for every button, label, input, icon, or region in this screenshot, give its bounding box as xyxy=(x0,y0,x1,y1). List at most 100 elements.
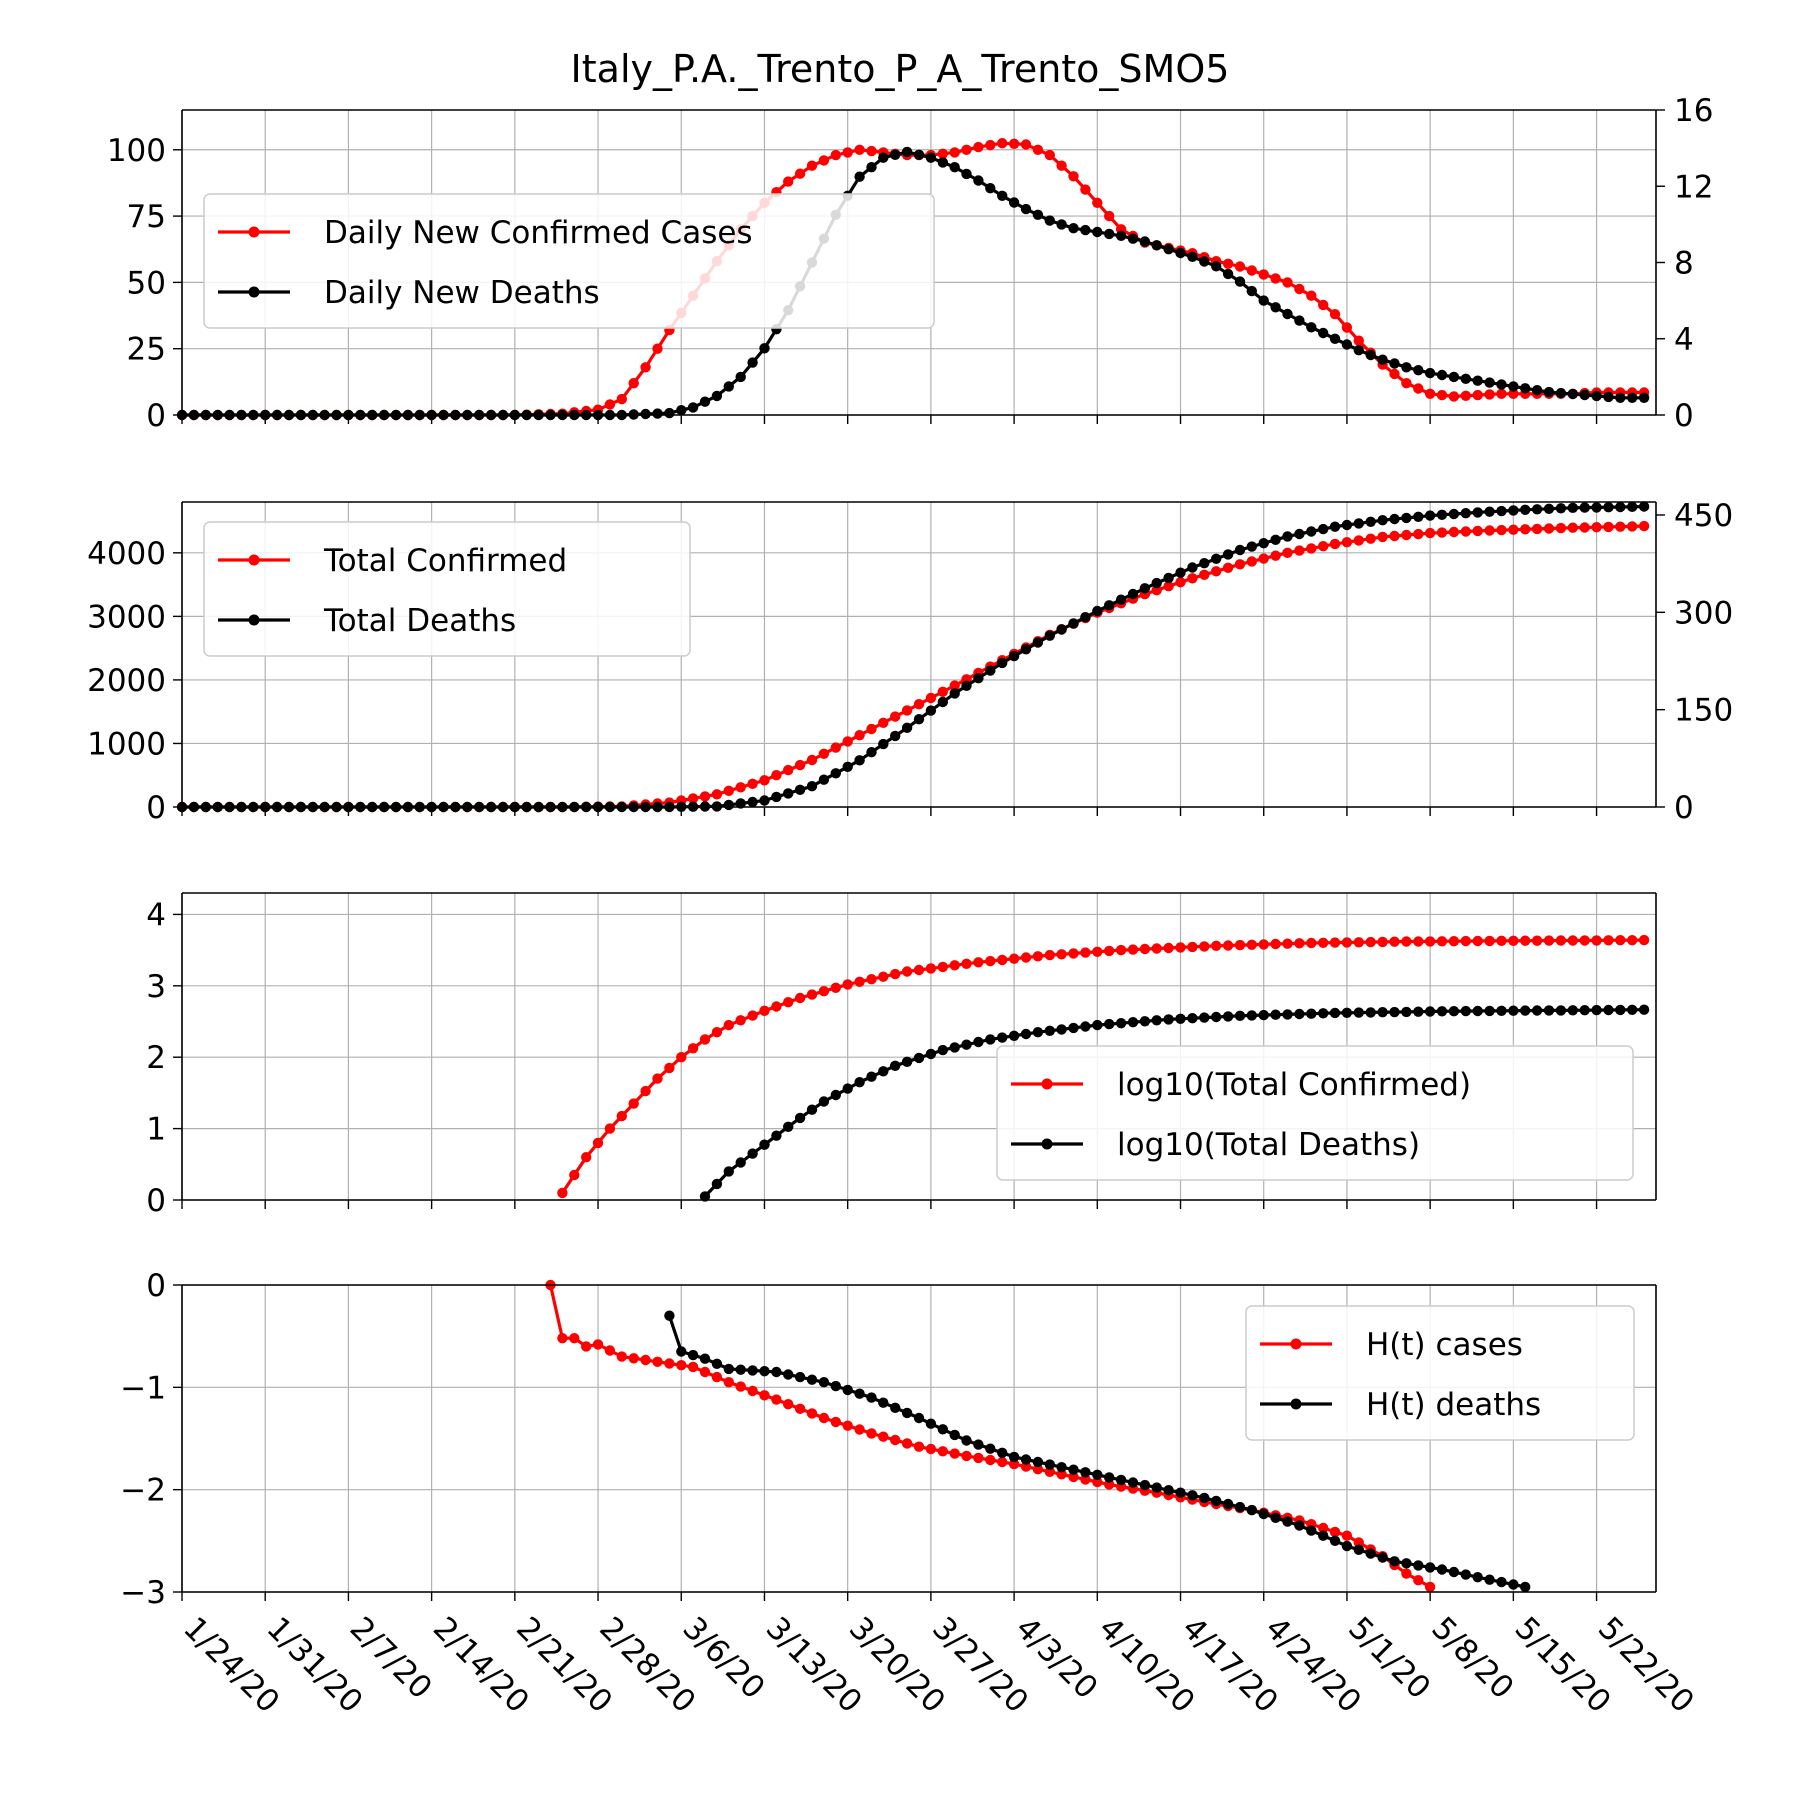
data-point xyxy=(687,1043,699,1054)
data-point xyxy=(747,796,758,808)
data-point xyxy=(1460,1569,1472,1580)
data-point xyxy=(1353,1537,1365,1548)
data-point xyxy=(759,1366,770,1377)
data-point xyxy=(1436,1564,1448,1575)
y-tick-label: 1000 xyxy=(87,726,166,762)
data-point xyxy=(1472,507,1483,518)
data-point xyxy=(1151,1015,1162,1026)
data-point xyxy=(1365,516,1376,527)
legend-label: H(t) deaths xyxy=(1366,1387,1541,1423)
data-point xyxy=(1484,377,1495,388)
data-point xyxy=(842,1420,853,1431)
data-point xyxy=(1020,1028,1032,1040)
data-point xyxy=(1056,624,1067,635)
data-point xyxy=(925,1418,937,1429)
data-point xyxy=(1222,1498,1234,1510)
data-point xyxy=(1032,1456,1044,1468)
data-point xyxy=(687,1361,699,1373)
data-point xyxy=(878,1397,889,1408)
data-point xyxy=(1306,290,1317,301)
data-point xyxy=(1555,503,1567,514)
data-point xyxy=(664,1310,675,1321)
series-log10-total-confirmed xyxy=(557,934,1650,1199)
data-point xyxy=(759,795,770,806)
data-point xyxy=(1389,936,1400,947)
data-point xyxy=(794,1403,806,1415)
data-point xyxy=(794,784,806,795)
data-point xyxy=(961,1435,972,1446)
data-point xyxy=(1115,594,1127,605)
data-point xyxy=(866,723,877,735)
data-point xyxy=(854,976,865,987)
data-point xyxy=(1424,1562,1436,1573)
data-point xyxy=(1318,327,1329,339)
data-point xyxy=(1413,511,1424,522)
data-point xyxy=(1472,1572,1483,1583)
data-point xyxy=(1413,528,1424,540)
data-point xyxy=(759,1139,770,1150)
data-point xyxy=(1318,937,1329,948)
legend-label: Daily New Deaths xyxy=(324,275,600,311)
legend-frame xyxy=(1245,1305,1635,1441)
data-point xyxy=(1401,529,1412,541)
data-point xyxy=(723,1166,734,1177)
right-y-tick-label: 16 xyxy=(1674,93,1713,129)
data-point xyxy=(1496,505,1507,517)
data-point xyxy=(1329,309,1341,320)
data-point xyxy=(783,176,794,187)
data-point xyxy=(1329,1007,1341,1019)
data-point xyxy=(1008,1030,1020,1042)
data-point xyxy=(854,1077,865,1088)
legend-swatch-marker xyxy=(1041,1138,1053,1150)
data-point xyxy=(1187,573,1198,584)
data-point xyxy=(1044,949,1056,961)
data-point xyxy=(1222,268,1234,280)
data-point xyxy=(866,974,877,985)
legend-label: H(t) cases xyxy=(1366,1327,1523,1363)
data-point xyxy=(1460,508,1472,519)
data-point xyxy=(985,665,996,676)
data-point xyxy=(1543,523,1555,534)
data-point xyxy=(1591,935,1602,946)
y-tick-label: 3 xyxy=(146,969,166,1005)
data-point xyxy=(1496,524,1507,536)
data-point xyxy=(890,149,901,160)
data-point xyxy=(1294,283,1305,295)
data-point xyxy=(1056,160,1067,171)
data-point xyxy=(1306,937,1317,949)
data-point xyxy=(913,149,925,160)
legend-frame xyxy=(996,1045,1634,1181)
data-point xyxy=(699,1191,711,1202)
data-point xyxy=(699,396,711,407)
data-point xyxy=(1496,379,1507,390)
legend-label: log10(Total Confirmed) xyxy=(1117,1067,1471,1103)
data-point xyxy=(937,157,948,168)
data-point xyxy=(1496,388,1507,399)
data-point xyxy=(1270,938,1281,950)
data-point xyxy=(1115,1018,1127,1029)
data-point xyxy=(676,1346,687,1357)
data-point xyxy=(1151,240,1162,251)
data-point xyxy=(1591,1004,1602,1016)
data-point xyxy=(723,1019,734,1031)
data-point xyxy=(1353,345,1365,356)
data-point xyxy=(1401,1558,1412,1569)
y-tick-label: 25 xyxy=(127,332,166,368)
data-point xyxy=(1246,556,1258,567)
data-point xyxy=(1020,1454,1032,1465)
data-point xyxy=(1104,945,1115,957)
data-point xyxy=(1424,936,1436,947)
data-point xyxy=(1615,935,1626,946)
data-point xyxy=(1389,513,1400,525)
data-point xyxy=(1211,261,1222,272)
data-point xyxy=(1579,389,1590,401)
data-point xyxy=(1318,541,1329,552)
data-point xyxy=(901,146,913,158)
data-point xyxy=(1294,1008,1305,1020)
data-point xyxy=(664,407,675,419)
data-point xyxy=(771,791,782,803)
data-point xyxy=(1270,302,1281,313)
data-point xyxy=(1520,935,1531,946)
data-point xyxy=(1008,197,1020,208)
data-point xyxy=(1151,577,1162,589)
